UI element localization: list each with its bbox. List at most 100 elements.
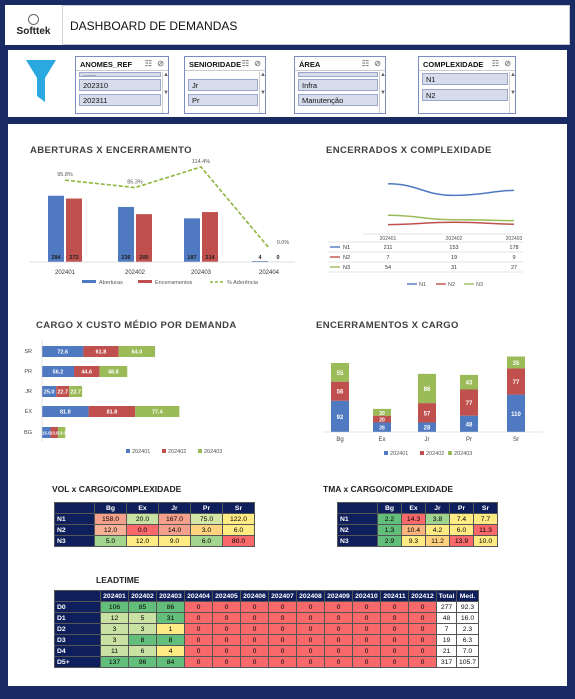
- total-cell: 7.0: [456, 645, 479, 657]
- leadtime-cell: 0: [296, 601, 325, 613]
- matrix-cell: 4.2: [425, 524, 450, 536]
- chart-title-cargo-custo: CARGO X CUSTO MÉDIO POR DEMANDA: [36, 320, 237, 331]
- slicer-item[interactable]: 202311: [79, 94, 161, 106]
- series-label: N3: [343, 265, 350, 271]
- slicer-anomes[interactable]: ANOMES_REF ☷ ⊘ 202309 202310 202311 ▲ ▼: [75, 56, 169, 114]
- slicer-complexidade[interactable]: COMPLEXIDADE ☷ ⊘ N1 N2 ▲ ▼: [418, 56, 516, 114]
- bar-value-label: 20: [379, 418, 385, 424]
- legend-swatch: [448, 451, 452, 455]
- leadtime-cell: 0: [268, 601, 297, 613]
- leadtime-cell: 0: [352, 601, 381, 613]
- multiselect-icon[interactable]: ☷: [241, 59, 249, 68]
- y-tick-label: PR: [24, 369, 32, 375]
- bar-segment-202402: [74, 366, 100, 377]
- slicer-item[interactable]: 202309: [79, 72, 161, 77]
- slicer-item-partial[interactable]: [298, 72, 378, 77]
- x-tick-label: 202401: [55, 270, 76, 276]
- column-header: 202405: [212, 590, 241, 602]
- total-cell: 317: [436, 656, 457, 668]
- total-cell: 48: [436, 612, 457, 624]
- slicer-item[interactable]: Jr: [188, 79, 258, 91]
- row-header: D4: [54, 645, 101, 657]
- series-label: N1: [343, 245, 350, 251]
- legend-label: % Aderência: [227, 280, 259, 286]
- legend-label: N2: [448, 282, 455, 288]
- table-row: D3 3 8 8 0 0 0 0 0 0 0 0 0 19 6.3: [54, 634, 479, 646]
- bar-value-label: 205: [139, 255, 148, 261]
- slicer-scrollbar[interactable]: ▲ ▼: [379, 72, 386, 113]
- matrix-cell: 167.0: [158, 513, 191, 525]
- leadtime-cell: 0: [184, 612, 213, 624]
- leadtime-cell: 0: [324, 656, 353, 668]
- bar-segment-202401: [507, 394, 525, 432]
- slicer-item[interactable]: N1: [422, 73, 508, 85]
- leadtime-cell: 0: [268, 623, 297, 635]
- column-header: 202402: [128, 590, 157, 602]
- multiselect-icon[interactable]: ☷: [491, 59, 499, 68]
- leadtime-cell: 0: [352, 634, 381, 646]
- slicer-area[interactable]: ÁREA ☷ ⊘ Infra Manutenção ▲ ▼: [294, 56, 386, 114]
- clear-filter-icon[interactable]: ⊘: [157, 59, 164, 68]
- bar-segment-202401: [460, 415, 478, 432]
- bar-value-label: 44.6: [81, 370, 92, 376]
- clear-filter-icon[interactable]: ⊘: [374, 59, 381, 68]
- bar-segment-202401: [42, 386, 57, 397]
- vol-title: VOL x CARGO/COMPLEXIDADE: [52, 484, 182, 494]
- clear-filter-icon[interactable]: ⊘: [504, 59, 511, 68]
- bar-segment-202403: [373, 408, 391, 416]
- matrix-cell: 6.0: [449, 524, 474, 536]
- slicer-item[interactable]: Pr: [188, 94, 258, 106]
- column-header: 202404: [184, 590, 213, 602]
- leadtime-cell: 86: [156, 601, 185, 613]
- leadtime-cell: 0: [212, 612, 241, 624]
- matrix-cell: 5.0: [94, 535, 127, 547]
- matrix-cell: 12.0: [126, 535, 159, 547]
- leadtime-cell: 0: [324, 634, 353, 646]
- leadtime-cell: 84: [156, 656, 185, 668]
- clear-filter-icon[interactable]: ⊘: [254, 59, 261, 68]
- slicer-item[interactable]: Manutenção: [298, 94, 378, 106]
- bar-segment-202402: [331, 381, 349, 401]
- bar-encerramentos: [66, 198, 82, 262]
- matrix-cell: 11.2: [425, 535, 450, 547]
- bar-value-label: 81.8: [60, 410, 71, 416]
- table-value: 27: [511, 265, 517, 271]
- legend-label: 202401: [132, 449, 150, 455]
- leadtime-cell: 0: [268, 645, 297, 657]
- bar-value-label: 28: [379, 426, 385, 432]
- total-cell: 92.3: [456, 601, 479, 613]
- chart-title-enc-cargo: ENCERRAMENTOS X CARGO: [316, 320, 459, 331]
- chart-title-aberturas: ABERTURAS X ENCERRAMENTO: [30, 145, 192, 156]
- multiselect-icon[interactable]: ☷: [144, 59, 152, 68]
- legend-label: Encerramentos: [155, 280, 193, 286]
- leadtime-cell: 0: [324, 612, 353, 624]
- bar-value-label: 25.0: [44, 390, 55, 396]
- y-tick-label: JR: [25, 389, 32, 395]
- bar-aberturas: [184, 218, 200, 262]
- matrix-cell: 20.0: [126, 513, 159, 525]
- legend-label: 202403: [204, 449, 222, 455]
- legend-label: Aberturas: [99, 280, 123, 286]
- slicer-item[interactable]: Infra: [298, 79, 378, 91]
- leadtime-cell: 0: [352, 656, 381, 668]
- slicer-item[interactable]: N2: [422, 89, 508, 101]
- leadtime-cell: 0: [408, 623, 437, 635]
- bar-segment-202401: [42, 346, 84, 357]
- leadtime-cell: 0: [212, 656, 241, 668]
- x-tick-label: 202401: [380, 236, 397, 242]
- table-row: D1 12 5 31 0 0 0 0 0 0 0 0 0 48 16.0: [54, 612, 479, 624]
- matrix-cell: 13.9: [449, 535, 474, 547]
- slicer-scrollbar[interactable]: ▲ ▼: [509, 72, 516, 113]
- slicer-scrollbar[interactable]: ▲ ▼: [259, 72, 266, 113]
- matrix-cell: 2.9: [377, 535, 402, 547]
- slicer-item[interactable]: 202310: [79, 79, 161, 91]
- x-tick-label: Ex: [378, 437, 385, 443]
- multiselect-icon[interactable]: ☷: [361, 59, 369, 68]
- table-value: 54: [385, 265, 391, 271]
- vol-matrix: Bg Ex Jr Pr Sr N1 158.0 20.0 167.0 75.0 122.0 N2 12.…: [54, 502, 255, 547]
- row-header: D0: [54, 601, 101, 613]
- bar-value-label: 86: [424, 387, 431, 393]
- slicer-scrollbar[interactable]: ▲ ▼: [162, 72, 169, 113]
- slicer-senioridade[interactable]: SENIORIDADE ☷ ⊘ Jr Pr ▲ ▼: [184, 56, 266, 114]
- bar-segment-202402: [88, 406, 136, 417]
